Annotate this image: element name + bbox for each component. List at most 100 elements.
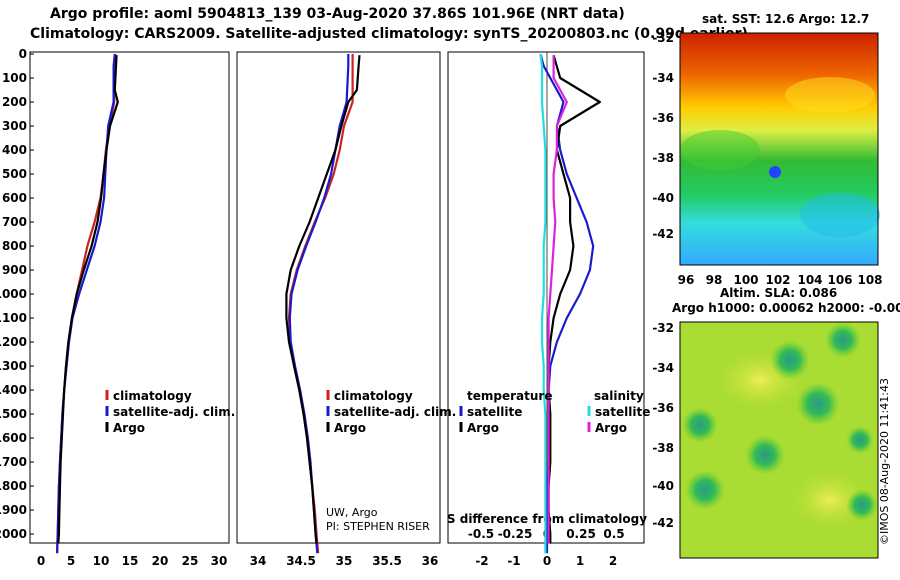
sst-lat-tick: -40 xyxy=(652,191,674,205)
sla-eddy xyxy=(825,322,861,358)
depth-tick: 300 xyxy=(2,119,27,133)
depth-tick: 1800 xyxy=(0,479,27,493)
depth-tick: 1900 xyxy=(0,503,27,517)
depth-tick: 1000 xyxy=(0,287,27,301)
sla-lat-tick: -40 xyxy=(652,479,674,493)
legend-label: climatology xyxy=(334,389,413,403)
depth-tick: 400 xyxy=(2,143,27,157)
salinity-x-tick: 36 xyxy=(422,554,439,568)
sla-lat-tick: -38 xyxy=(652,441,674,455)
depth-tick: 200 xyxy=(2,95,27,109)
sst-lon-tick: 100 xyxy=(733,273,758,287)
sst-map: -32 -34 -36 -38 -40 -42 96 98 100 102 10… xyxy=(652,31,882,287)
title-line-2: Climatology: CARS2009. Satellite-adjuste… xyxy=(30,26,748,42)
depth-tick: 1500 xyxy=(0,407,27,421)
sla-lat-tick: -42 xyxy=(652,516,674,530)
depth-tick: 1300 xyxy=(0,359,27,373)
sst-lat-tick: -38 xyxy=(652,151,674,165)
temperature-x-tick: 0 xyxy=(37,554,45,568)
legend-header-temperature: temperature xyxy=(467,389,552,403)
sla-map: -32 -34 -36 -38 -40 -42 xyxy=(652,321,879,559)
salinity-x-tick: 35 xyxy=(336,554,353,568)
depth-tick: 1600 xyxy=(0,431,27,445)
temperature-diff-tick: 1 xyxy=(576,554,584,568)
temperature-x-tick: 20 xyxy=(152,554,169,568)
sst-lat-tick: -32 xyxy=(652,31,674,45)
imos-credit: ©IMOS 08-Aug-2020 11:41:43 xyxy=(878,378,891,545)
salinity-x-axis: 34 34.5 35 35.5 36 xyxy=(250,554,439,568)
legend-label: satellite xyxy=(595,405,650,419)
temperature-diff-tick: 2 xyxy=(609,554,617,568)
salinity-climatology-line xyxy=(287,54,354,554)
depth-tick: 0 xyxy=(19,47,27,61)
depth-tick: 1700 xyxy=(0,455,27,469)
temperature-legend: climatology satellite-adj. clim. Argo xyxy=(105,389,235,435)
depth-tick: 1200 xyxy=(0,335,27,349)
temperature-argo-line xyxy=(57,55,119,544)
temperature-series-group xyxy=(56,53,119,554)
data-source-note: UW, Argo xyxy=(326,506,378,519)
sst-lon-tick: 96 xyxy=(678,273,695,287)
sla-eddy xyxy=(846,426,874,454)
salinity-x-tick: 34.5 xyxy=(286,554,316,568)
temperature-climatology-line xyxy=(56,53,117,554)
difference-series-group xyxy=(539,52,601,554)
sla-eddy xyxy=(770,340,810,380)
legend-header-salinity: salinity xyxy=(594,389,644,403)
depth-tick-marks xyxy=(30,53,34,535)
sla-eddy xyxy=(745,435,785,475)
salinity-diff-tick: 0.5 xyxy=(603,527,624,541)
temperature-diff-tick: -1 xyxy=(507,554,520,568)
legend-label: Argo xyxy=(113,421,145,435)
pi-note: PI: STEPHEN RISER xyxy=(326,520,430,533)
depth-tick: 2000 xyxy=(0,527,27,541)
depth-tick: 100 xyxy=(2,71,27,85)
argo-position-marker xyxy=(769,166,781,178)
salinity-legend: climatology satellite-adj. clim. Argo UW… xyxy=(326,389,456,533)
salinity-x-tick: 35.5 xyxy=(372,554,402,568)
sst-lon-tick: 108 xyxy=(857,273,882,287)
temperature-diff-tick: 0 xyxy=(543,554,551,568)
temperature-x-tick: 15 xyxy=(122,554,139,568)
sla-lat-tick: -36 xyxy=(652,401,674,415)
sla-eddy xyxy=(796,382,840,426)
sst-lon-tick: 98 xyxy=(706,273,723,287)
legend-label: satellite xyxy=(467,405,522,419)
salinity-diff-tick: -0.25 xyxy=(498,527,533,541)
sst-feature xyxy=(680,130,760,170)
temperature-satellite-line xyxy=(56,53,116,554)
legend-label: Argo xyxy=(595,421,627,435)
temperature-x-tick: 25 xyxy=(182,554,199,568)
sst-map-frame xyxy=(679,32,879,266)
salinity-series-group xyxy=(285,54,361,554)
salinity-diff-tick: -0.5 xyxy=(468,527,494,541)
argo-height-title: Argo h1000: 0.00062 h2000: -0.0026 xyxy=(672,301,900,315)
sla-map-title: Altim. SLA: 0.086 xyxy=(720,286,838,300)
temperature-diff-tick: -2 xyxy=(475,554,488,568)
salinity-satellite-line xyxy=(288,54,350,554)
legend-label: Argo xyxy=(467,421,499,435)
sla-lat-tick: -32 xyxy=(652,321,674,335)
depth-tick: 900 xyxy=(2,263,27,277)
difference-legend: temperature salinity satellite Argo sate… xyxy=(459,389,650,435)
sla-lat-tick: -34 xyxy=(652,361,674,375)
diff-sal-satellite-line xyxy=(539,53,547,554)
temperature-x-axis: 0 5 10 15 20 25 30 xyxy=(37,554,228,568)
legend-label: satellite-adj. clim. xyxy=(113,405,235,419)
sst-feature xyxy=(785,77,875,113)
legend-label: Argo xyxy=(334,421,366,435)
depth-tick: 800 xyxy=(2,239,27,253)
sla-eddy xyxy=(685,470,725,510)
sst-map-title: sat. SST: 12.6 Argo: 12.7 xyxy=(702,12,870,26)
sst-lat-tick: -36 xyxy=(652,111,674,125)
temperature-x-tick: 30 xyxy=(211,554,228,568)
salinity-x-tick: 34 xyxy=(250,554,267,568)
legend-label: satellite-adj. clim. xyxy=(334,405,456,419)
sla-map-frame xyxy=(679,321,879,559)
depth-axis: 0 100 200 300 400 500 600 700 800 900 10… xyxy=(0,47,27,541)
sst-lat-tick: -34 xyxy=(652,71,674,85)
depth-tick: 1100 xyxy=(0,311,27,325)
depth-tick: 600 xyxy=(2,191,27,205)
depth-tick: 1400 xyxy=(0,383,27,397)
